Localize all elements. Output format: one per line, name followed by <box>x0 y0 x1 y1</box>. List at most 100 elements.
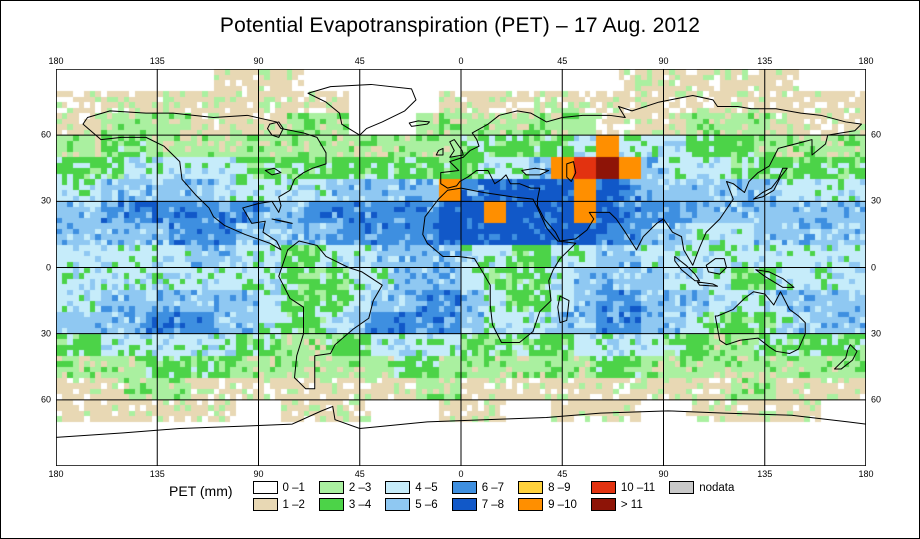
legend-entry: 9 –10 <box>518 498 577 511</box>
lon-tick-bottom: 90 <box>253 469 264 479</box>
map-title: Potential Evapotranspiration (PET) – 17 … <box>219 14 701 37</box>
legend-swatch <box>252 498 278 511</box>
coastline <box>715 292 805 354</box>
coastline <box>268 122 284 137</box>
map-overlay <box>56 69 866 466</box>
legend-column: 8 –9 9 –10 <box>518 481 577 511</box>
legend-swatch <box>590 481 616 494</box>
lon-tick-top: 180 <box>858 56 874 66</box>
lon-tick-bottom: 90 <box>658 469 669 479</box>
coastline <box>754 168 788 199</box>
legend-swatch <box>451 481 477 494</box>
legend-swatch <box>518 498 544 511</box>
coastline <box>706 259 726 274</box>
coastline <box>56 406 866 437</box>
lat-tick-right: 60 <box>871 394 882 405</box>
lon-tick-top: 0 <box>458 56 464 66</box>
coastline <box>265 168 281 175</box>
legend: PET (mm) 0 –1 1 –2 2 –3 3 –4 4 –5 5 –6 6 –7 7 –… <box>169 481 734 511</box>
legend-entry: > 11 <box>590 498 655 511</box>
lon-tick-top: 90 <box>253 56 264 66</box>
legend-label: nodata <box>699 481 735 494</box>
lat-tick-left: 0 <box>45 262 51 272</box>
legend-swatch <box>385 481 411 494</box>
legend-label: 2 –3 <box>348 481 372 494</box>
lon-tick-bottom: 45 <box>557 469 568 479</box>
legend-swatch <box>252 481 278 494</box>
legend-entry: 5 –6 <box>385 498 438 511</box>
coastline <box>567 162 576 182</box>
legend-column-nodata: nodata <box>669 481 734 494</box>
legend-column: 0 –1 1 –2 <box>252 481 305 511</box>
map-area <box>56 69 866 466</box>
legend-label: > 11 <box>620 498 643 511</box>
lat-tick-left: 30 <box>40 328 51 339</box>
coastline <box>441 95 862 265</box>
coastline <box>835 345 858 369</box>
coastline <box>423 188 576 342</box>
legend-entry: 4 –5 <box>385 481 438 494</box>
legend-label: 0 –1 <box>282 481 305 494</box>
lat-tick-right: 60 <box>871 129 882 140</box>
lon-tick-top: 135 <box>149 56 165 66</box>
coastline <box>279 241 383 389</box>
coastline <box>697 282 717 286</box>
lat-tick-left: 60 <box>40 129 51 140</box>
legend-label: 9 –10 <box>548 498 577 511</box>
lat-tick-right: 0 <box>871 262 877 272</box>
legend-label: 6 –7 <box>481 481 505 494</box>
coastline <box>272 219 292 223</box>
coastline <box>436 148 443 155</box>
legend-entry: 0 –1 <box>252 481 305 494</box>
lon-tick-top: 90 <box>658 56 669 66</box>
coastline <box>409 121 429 127</box>
legend-label: 3 –4 <box>348 498 372 511</box>
legend-label: 5 –6 <box>415 498 438 511</box>
lon-tick-bottom: 135 <box>757 469 773 479</box>
legend-columns: 0 –1 1 –2 2 –3 3 –4 4 –5 5 –6 6 –7 7 –8 8 –9 9 –1… <box>252 481 734 511</box>
legend-swatch <box>451 498 477 511</box>
legend-column: 2 –3 3 –4 <box>318 481 372 511</box>
legend-label: 7 –8 <box>481 498 505 511</box>
lon-tick-top: 180 <box>48 56 64 66</box>
legend-swatch <box>518 481 544 494</box>
legend-entry: 2 –3 <box>318 481 372 494</box>
legend-label: 1 –2 <box>282 498 305 511</box>
lat-tick-right: 30 <box>871 328 882 339</box>
coastline <box>522 168 549 175</box>
legend-label: 10 –11 <box>620 481 656 494</box>
legend-swatch <box>590 498 616 511</box>
lon-tick-bottom: 135 <box>149 469 165 479</box>
legend-column: 4 –5 5 –6 <box>385 481 438 511</box>
lat-tick-left: 60 <box>40 394 51 405</box>
lon-tick-top: 45 <box>354 56 365 66</box>
legend-title: PET (mm) <box>169 483 233 499</box>
legend-swatch <box>669 481 695 494</box>
lon-tick-bottom: 180 <box>48 469 64 479</box>
legend-entry: 10 –11 <box>590 481 656 494</box>
legend-label: 4 –5 <box>415 481 438 494</box>
lon-tick-bottom: 45 <box>354 469 365 479</box>
lon-tick-top: 135 <box>757 56 773 66</box>
lon-tick-bottom: 0 <box>458 469 464 479</box>
legend-entry: 3 –4 <box>318 498 372 511</box>
coastline <box>675 256 700 280</box>
legend-swatch <box>318 498 344 511</box>
coastline <box>558 296 569 322</box>
lon-tick-top: 45 <box>557 56 568 66</box>
legend-entry: 7 –8 <box>451 498 505 511</box>
legend-column: 6 –7 7 –8 <box>451 481 505 511</box>
coastline <box>756 270 794 288</box>
legend-swatch <box>385 498 411 511</box>
legend-column: 10 –11 > 11 <box>590 481 656 511</box>
coastline <box>83 111 326 250</box>
legend-label: 8 –9 <box>548 481 571 494</box>
legend-swatch <box>318 481 344 494</box>
coastline <box>308 84 416 135</box>
legend-entry: 8 –9 <box>518 481 577 494</box>
lat-tick-right: 30 <box>871 195 882 206</box>
coastline <box>450 140 464 158</box>
legend-entry: 1 –2 <box>252 498 305 511</box>
lon-tick-bottom: 180 <box>858 469 874 479</box>
